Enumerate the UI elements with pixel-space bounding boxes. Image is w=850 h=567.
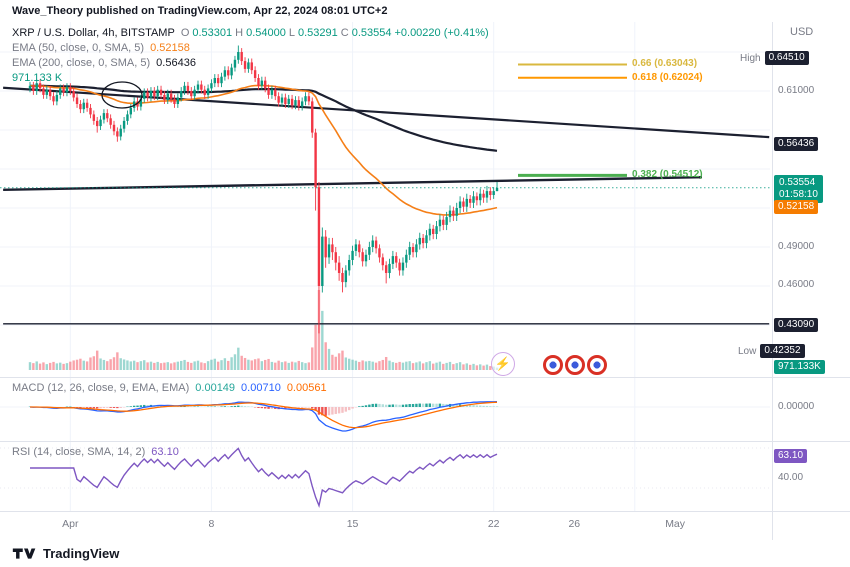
ema50-label: EMA (50, close, 0, SMA, 5) <box>12 42 145 54</box>
footer: TradingView <box>12 540 119 567</box>
level-price-row: 0.43090 <box>774 318 819 332</box>
fib-label-066: 0.66 (0.63043) <box>632 58 698 70</box>
low-price-badge: 0.42352 <box>760 344 805 358</box>
time-label-8: 8 <box>208 518 215 530</box>
open-value: 0.53301 <box>192 27 233 39</box>
volume-legend-value: 971.133 K <box>12 72 63 84</box>
ema200-label: EMA (200, close, 0, SMA, 5) <box>12 57 151 69</box>
time-label-26: 26 <box>568 518 581 530</box>
volume-axis-row: 971.133K <box>774 360 825 374</box>
last-price-value: 0.53554 <box>779 177 816 188</box>
ema50-legend: EMA (50, close, 0, SMA, 5) 0.52158 <box>12 42 190 54</box>
low-label: L <box>288 27 295 39</box>
ema50-price-row: 0.52158 <box>774 200 819 214</box>
macd-legend: MACD (12, 26, close, 9, EMA, EMA) 0.0014… <box>12 382 327 394</box>
rsi-badge: 63.10 <box>774 449 808 463</box>
sticker-icon <box>543 355 563 375</box>
symbol-legend: XRP / U.S. Dollar, 4h, BITSTAMP O 0.5330… <box>12 27 489 39</box>
fib-label-0382: 0.382 (0.54512) <box>632 169 703 181</box>
ohlc-values: O 0.53301 H 0.54000 L 0.53291 C 0.53554 … <box>181 27 489 39</box>
price-label-049: 0.49000 <box>778 241 815 252</box>
attribution-text: Wave_Theory published on TradingView.com… <box>12 5 388 17</box>
level-price-badge: 0.43090 <box>774 318 819 332</box>
last-price-badge: 0.53554 01:58:10 <box>774 175 823 203</box>
ema50-price-badge: 0.52158 <box>774 200 819 214</box>
fib-label-0618: 0.618 (0.62024) <box>632 71 703 83</box>
close-label: C <box>340 27 349 39</box>
ema200-price-badge: 0.56436 <box>774 137 819 151</box>
volume-badge: 971.133K <box>774 360 825 374</box>
tradingview-wordmark[interactable]: TradingView <box>43 546 120 561</box>
ema50-value: 0.52158 <box>150 42 190 54</box>
change-value: +0.00220 (+0.41%) <box>394 27 489 39</box>
rsi-value: 63.10 <box>151 446 179 458</box>
high-price-row: High 0.64510 <box>740 51 809 65</box>
macd-hist-value: 0.00149 <box>195 382 236 394</box>
time-label-15: 15 <box>346 518 359 530</box>
rsi-legend: RSI (14, close, SMA, 14, 2) 63.10 <box>12 446 179 458</box>
symbol-title: XRP / U.S. Dollar, 4h, BITSTAMP <box>12 27 175 39</box>
rsi-label: RSI (14, close, SMA, 14, 2) <box>12 446 146 458</box>
price-label-046: 0.46000 <box>778 279 815 290</box>
macd-zero-label: 0.00000 <box>778 401 815 412</box>
bar-countdown: 01:58:10 <box>779 189 818 200</box>
sticker-icon <box>565 355 585 375</box>
macd-label: MACD (12, 26, close, 9, EMA, EMA) <box>12 382 190 394</box>
volume-legend: 971.133 K <box>12 72 62 84</box>
time-label-may: May <box>665 518 686 530</box>
high-price-badge: 0.64510 <box>764 51 809 65</box>
price-label-061: 0.61000 <box>778 85 815 96</box>
price-axis[interactable]: USD High 0.64510 0.61000 0.56436 0.53554… <box>738 22 850 540</box>
close-value: 0.53554 <box>351 27 392 39</box>
ema200-value: 0.56436 <box>156 57 196 69</box>
ema200-legend: EMA (200, close, 0, SMA, 5) 0.56436 <box>12 57 196 69</box>
low-price-row: Low 0.42352 <box>738 344 805 358</box>
macd-line-value: 0.00710 <box>241 382 281 394</box>
ema200-price-row: 0.56436 <box>774 137 819 151</box>
currency-label: USD <box>790 26 814 38</box>
last-price-row: 0.53554 01:58:10 <box>774 175 823 203</box>
high-value: 0.54000 <box>246 27 286 39</box>
rsi-axis-row: 63.10 <box>774 449 808 463</box>
lightning-icon: ⚡ <box>491 352 515 376</box>
high-text: High <box>740 52 761 64</box>
high-label: H <box>235 27 244 39</box>
macd-signal-value: 0.00561 <box>286 382 327 394</box>
chart-canvas[interactable] <box>0 22 850 540</box>
chart-area[interactable]: XRP / U.S. Dollar, 4h, BITSTAMP O 0.5330… <box>0 22 850 540</box>
open-label: O <box>180 27 190 39</box>
rsi-40-label: 40.00 <box>778 472 804 483</box>
time-axis[interactable]: Apr 8 15 22 26 May <box>0 512 772 540</box>
tradingview-logo-icon[interactable] <box>12 546 36 561</box>
sticker-icon <box>587 355 607 375</box>
low-text: Low <box>738 345 757 357</box>
time-label-apr: Apr <box>62 518 79 530</box>
time-label-22: 22 <box>487 518 500 530</box>
low-value: 0.53291 <box>297 27 338 39</box>
